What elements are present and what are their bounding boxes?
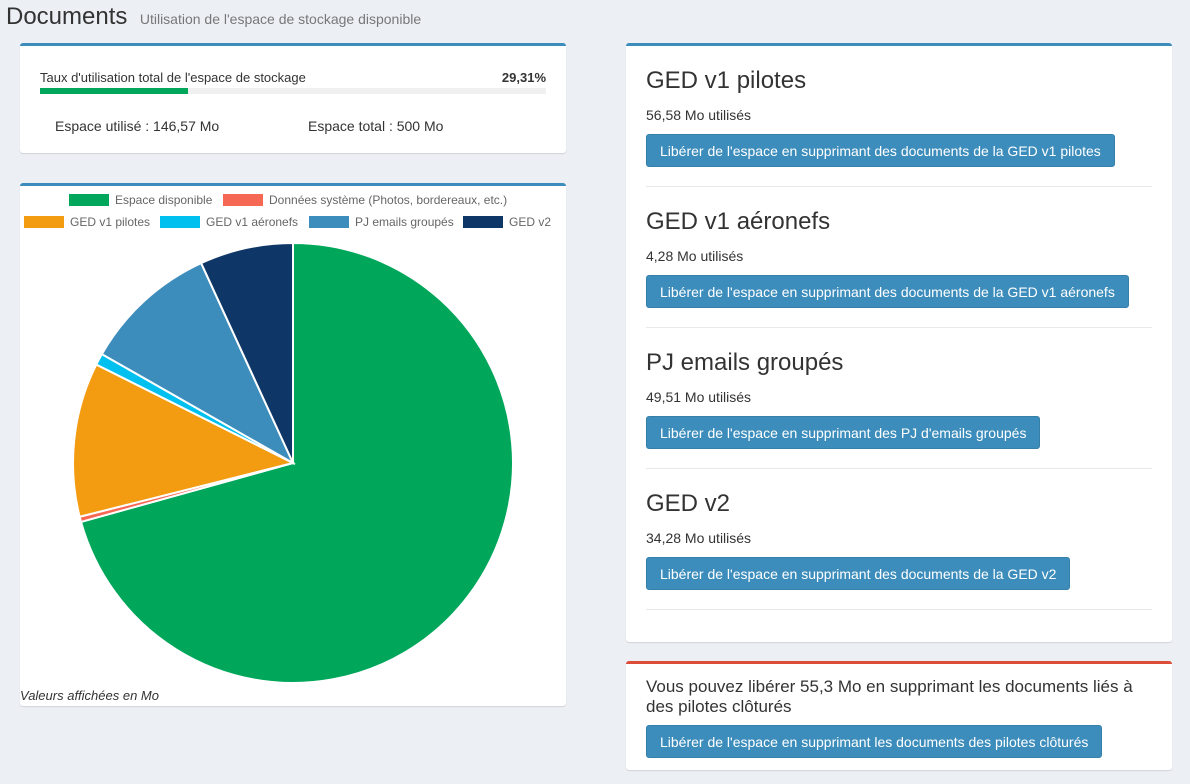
usage-row: Taux d'utilisation total de l'espace de … xyxy=(40,70,546,88)
closed-pilots-box: Vous pouvez libérer 55,3 Mo en suppriman… xyxy=(626,661,1172,770)
legend-label: GED v1 aéronefs xyxy=(206,215,298,229)
usage-percent: 29,31% xyxy=(501,70,546,85)
free-space-ged-v2-button[interactable]: Libérer de l'espace en supprimant des do… xyxy=(646,557,1071,590)
legend-swatch xyxy=(24,216,64,228)
legend-swatch xyxy=(69,194,109,206)
legend-label: Espace disponible xyxy=(115,193,213,207)
module-used: 49,51 Mo utilisés xyxy=(646,389,752,405)
legend-swatch xyxy=(160,216,200,228)
legend-swatch xyxy=(463,216,503,228)
storage-chart-box: Espace disponible Données système (Photos… xyxy=(20,183,566,706)
legend-label: Données système (Photos, bordereaux, etc… xyxy=(269,193,507,207)
free-space-ged-v1-aeronefs-button[interactable]: Libérer de l'espace en supprimant des do… xyxy=(646,275,1129,308)
pie-slice[interactable] xyxy=(79,241,514,684)
free-space-ged-v1-pilotes-button[interactable]: Libérer de l'espace en supprimant des do… xyxy=(646,134,1115,167)
chart-unit-note: Valeurs affichées en Mo xyxy=(20,688,159,703)
legend-label: GED v1 pilotes xyxy=(70,215,150,229)
page-subtitle: Utilisation de l'espace de stockage disp… xyxy=(139,11,422,27)
module-title: GED v1 pilotes xyxy=(646,67,807,94)
pie-slice[interactable] xyxy=(72,363,296,518)
module-ged-v1-aeronefs: GED v1 aéronefs 4,28 Mo utilisés Libérer… xyxy=(646,187,1152,328)
module-ged-v2: GED v2 34,28 Mo utilisés Libérer de l'es… xyxy=(646,469,1152,610)
legend-label: PJ emails groupés xyxy=(355,215,454,229)
storage-usage-box: Taux d'utilisation total de l'espace de … xyxy=(20,43,566,153)
legend-item[interactable]: GED v2 xyxy=(463,215,551,229)
legend-item[interactable]: Espace disponible xyxy=(69,193,213,207)
total-space: Espace total : 500 Mo xyxy=(308,118,444,134)
module-ged-v1-pilotes: GED v1 pilotes 56,58 Mo utilisés Libérer… xyxy=(646,46,1152,187)
closed-pilots-text: Vous pouvez libérer 55,3 Mo en suppriman… xyxy=(646,677,1133,716)
module-title: GED v1 aéronefs xyxy=(646,208,831,235)
legend-item[interactable]: GED v1 aéronefs xyxy=(160,215,298,229)
usage-label: Taux d'utilisation total de l'espace de … xyxy=(40,70,306,85)
module-used: 4,28 Mo utilisés xyxy=(646,248,744,264)
module-title: GED v2 xyxy=(646,490,731,517)
modules-box: GED v1 pilotes 56,58 Mo utilisés Libérer… xyxy=(626,43,1172,642)
storage-pie-chart: Espace disponible Données système (Photos… xyxy=(24,193,551,684)
module-used: 56,58 Mo utilisés xyxy=(646,107,752,123)
usage-progress-fill xyxy=(40,88,189,94)
legend-item[interactable]: Données système (Photos, bordereaux, etc… xyxy=(223,193,507,207)
pie-slices xyxy=(72,241,514,684)
free-space-closed-pilots-button[interactable]: Libérer de l'espace en supprimant les do… xyxy=(646,725,1103,758)
page-title: Documents xyxy=(6,3,128,30)
module-used: 34,28 Mo utilisés xyxy=(646,530,752,546)
module-pj-emails-groupes: PJ emails groupés 49,51 Mo utilisés Libé… xyxy=(646,328,1152,469)
pie-slice[interactable] xyxy=(100,261,296,466)
legend-item[interactable]: GED v1 pilotes xyxy=(24,215,150,229)
chart-legend: Espace disponible Données système (Photos… xyxy=(24,193,551,229)
used-space: Espace utilisé : 146,57 Mo xyxy=(55,118,220,134)
module-title: PJ emails groupés xyxy=(646,349,844,376)
legend-swatch xyxy=(223,194,263,206)
free-space-pj-emails-button[interactable]: Libérer de l'espace en supprimant des PJ… xyxy=(646,416,1041,449)
legend-label: GED v2 xyxy=(509,215,551,229)
legend-item[interactable]: PJ emails groupés xyxy=(309,215,454,229)
legend-swatch xyxy=(309,216,349,228)
pie-slice[interactable] xyxy=(199,241,294,464)
page-header: Documents Utilisation de l'espace de sto… xyxy=(6,3,421,33)
usage-progress-bar xyxy=(40,88,546,94)
